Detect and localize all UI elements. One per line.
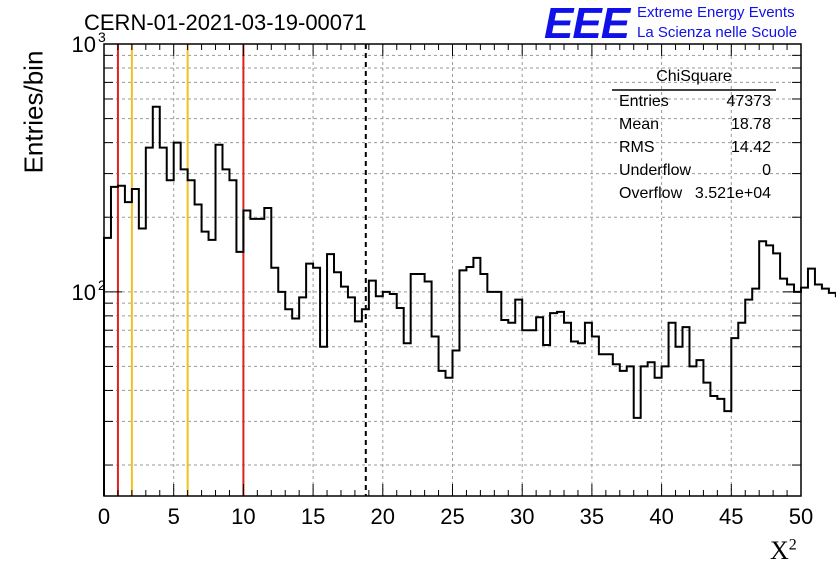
stats-value: 3.521e+04	[694, 185, 771, 202]
run-title: CERN-01-2021-03-19-00071	[84, 10, 367, 35]
stats-row-overflow: Overflow 3.521e+04	[619, 185, 771, 205]
reference-lines	[116, 44, 367, 496]
stats-key: Underflow	[619, 162, 692, 179]
stats-key: Entries	[619, 93, 669, 110]
x-tick-label: 45	[719, 504, 743, 529]
stats-key: Overflow	[619, 185, 683, 202]
x-tick-label: 20	[371, 504, 395, 529]
logo-line-1: Extreme Energy Events	[637, 4, 795, 21]
y-axis-label: Entries/bin	[18, 50, 49, 174]
x-tick-label: 30	[510, 504, 534, 529]
stats-value: 18.78	[730, 116, 771, 133]
x-tick-label: 40	[649, 504, 673, 529]
eee-logo: EEE	[544, 0, 630, 48]
x-tick-label: 50	[789, 504, 813, 529]
stats-key: RMS	[619, 139, 655, 156]
ticks	[103, 43, 802, 496]
stats-row-entries: Entries 47373	[619, 93, 771, 113]
stats-value: 14.42	[730, 139, 771, 156]
stats-row-underflow: Underflow 0	[619, 162, 771, 182]
y-tick-exponent: 3	[98, 29, 106, 45]
x-tick-label: 10	[231, 504, 255, 529]
y-tick-label: 10	[72, 280, 96, 305]
logo-line-2: La Scienza nelle Scuole	[637, 24, 798, 41]
stats-value: 47373	[726, 93, 772, 110]
x-tick-label: 5	[168, 504, 180, 529]
x-axis-label: X2	[770, 536, 797, 565]
x-tick-label: 0	[98, 504, 110, 529]
stats-row-rms: RMS 14.42	[619, 139, 771, 159]
stats-row-mean: Mean 18.78	[619, 116, 771, 136]
stats-value: 0	[762, 162, 771, 179]
y-tick-label: 10	[72, 32, 96, 57]
stats-box-title: ChiSquare	[656, 68, 732, 85]
x-tick-label: 25	[440, 504, 464, 529]
stats-key: Mean	[619, 116, 660, 133]
x-tick-label: 15	[301, 504, 325, 529]
y-tick-exponent: 2	[98, 277, 106, 293]
histogram-series	[103, 105, 836, 496]
x-tick-label: 35	[580, 504, 604, 529]
